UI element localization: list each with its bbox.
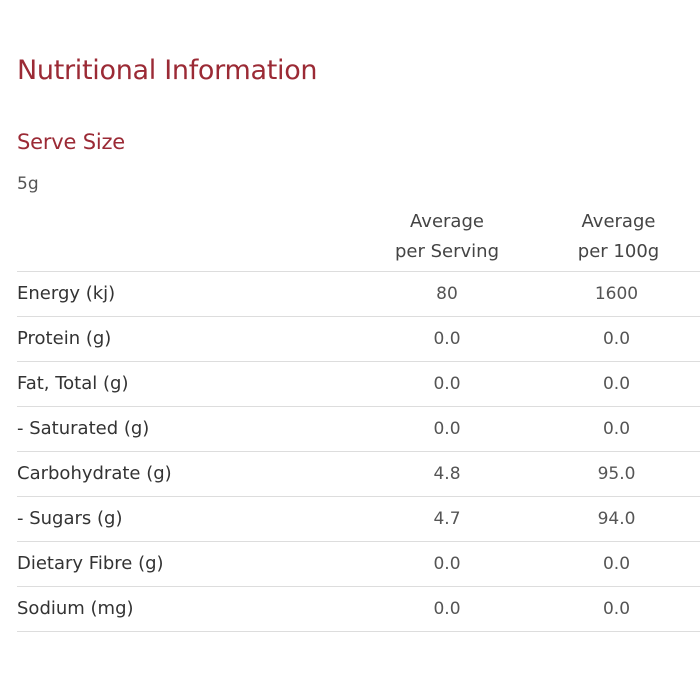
per-serving-value: 0.0 [357, 316, 537, 362]
per-100g-value: 0.0 [537, 541, 700, 587]
per-100g-value: 0.0 [537, 316, 700, 362]
header-per-100g: Average per 100g [537, 202, 700, 272]
header-per-serving: Average per Serving [357, 202, 537, 272]
per-100g-value: 95.0 [537, 451, 700, 497]
header-per-100g-line-2: per 100g [577, 240, 660, 262]
serve-size-heading: Serve Size [17, 130, 126, 154]
per-100g-value: 0.0 [537, 406, 700, 452]
per-100g-value: 0.0 [537, 586, 700, 632]
table-row: Energy (kj) 80 1600 [17, 271, 700, 317]
nutrient-label: - Saturated (g) [17, 406, 357, 452]
per-serving-value: 4.8 [357, 451, 537, 497]
per-serving-value: 4.7 [357, 496, 537, 542]
serve-size-value: 5g [17, 174, 39, 194]
per-serving-value: 80 [357, 271, 537, 317]
table-row: Fat, Total (g) 0.0 0.0 [17, 361, 700, 407]
table-row: Protein (g) 0.0 0.0 [17, 316, 700, 362]
table-row: Sodium (mg) 0.0 0.0 [17, 586, 700, 632]
per-100g-value: 94.0 [537, 496, 700, 542]
nutrient-label: Dietary Fibre (g) [17, 541, 357, 587]
per-100g-value: 1600 [537, 271, 700, 317]
table-row: Carbohydrate (g) 4.8 95.0 [17, 451, 700, 497]
nutrient-label: Protein (g) [17, 316, 357, 362]
per-serving-value: 0.0 [357, 406, 537, 452]
nutrient-label: Carbohydrate (g) [17, 451, 357, 497]
table-row: Dietary Fibre (g) 0.0 0.0 [17, 541, 700, 587]
nutrient-label: Fat, Total (g) [17, 361, 357, 407]
nutrient-label: Sodium (mg) [17, 586, 357, 632]
header-per-100g-line-1: Average [581, 210, 656, 232]
table-row: - Saturated (g) 0.0 0.0 [17, 406, 700, 452]
table-header-row: Average per Serving Average per 100g [17, 202, 700, 272]
per-serving-value: 0.0 [357, 361, 537, 407]
header-nutrient [17, 202, 357, 272]
nutrition-table: Average per Serving Average per 100g Ene… [17, 202, 700, 632]
table-row: - Sugars (g) 4.7 94.0 [17, 496, 700, 542]
nutrient-label: - Sugars (g) [17, 496, 357, 542]
header-per-serving-line-1: Average [410, 210, 484, 232]
header-per-serving-line-2: per Serving [394, 240, 499, 262]
per-serving-value: 0.0 [357, 541, 537, 587]
nutrient-label: Energy (kj) [17, 271, 357, 317]
per-100g-value: 0.0 [537, 361, 700, 407]
page-title: Nutritional Information [17, 55, 318, 86]
per-serving-value: 0.0 [357, 586, 537, 632]
